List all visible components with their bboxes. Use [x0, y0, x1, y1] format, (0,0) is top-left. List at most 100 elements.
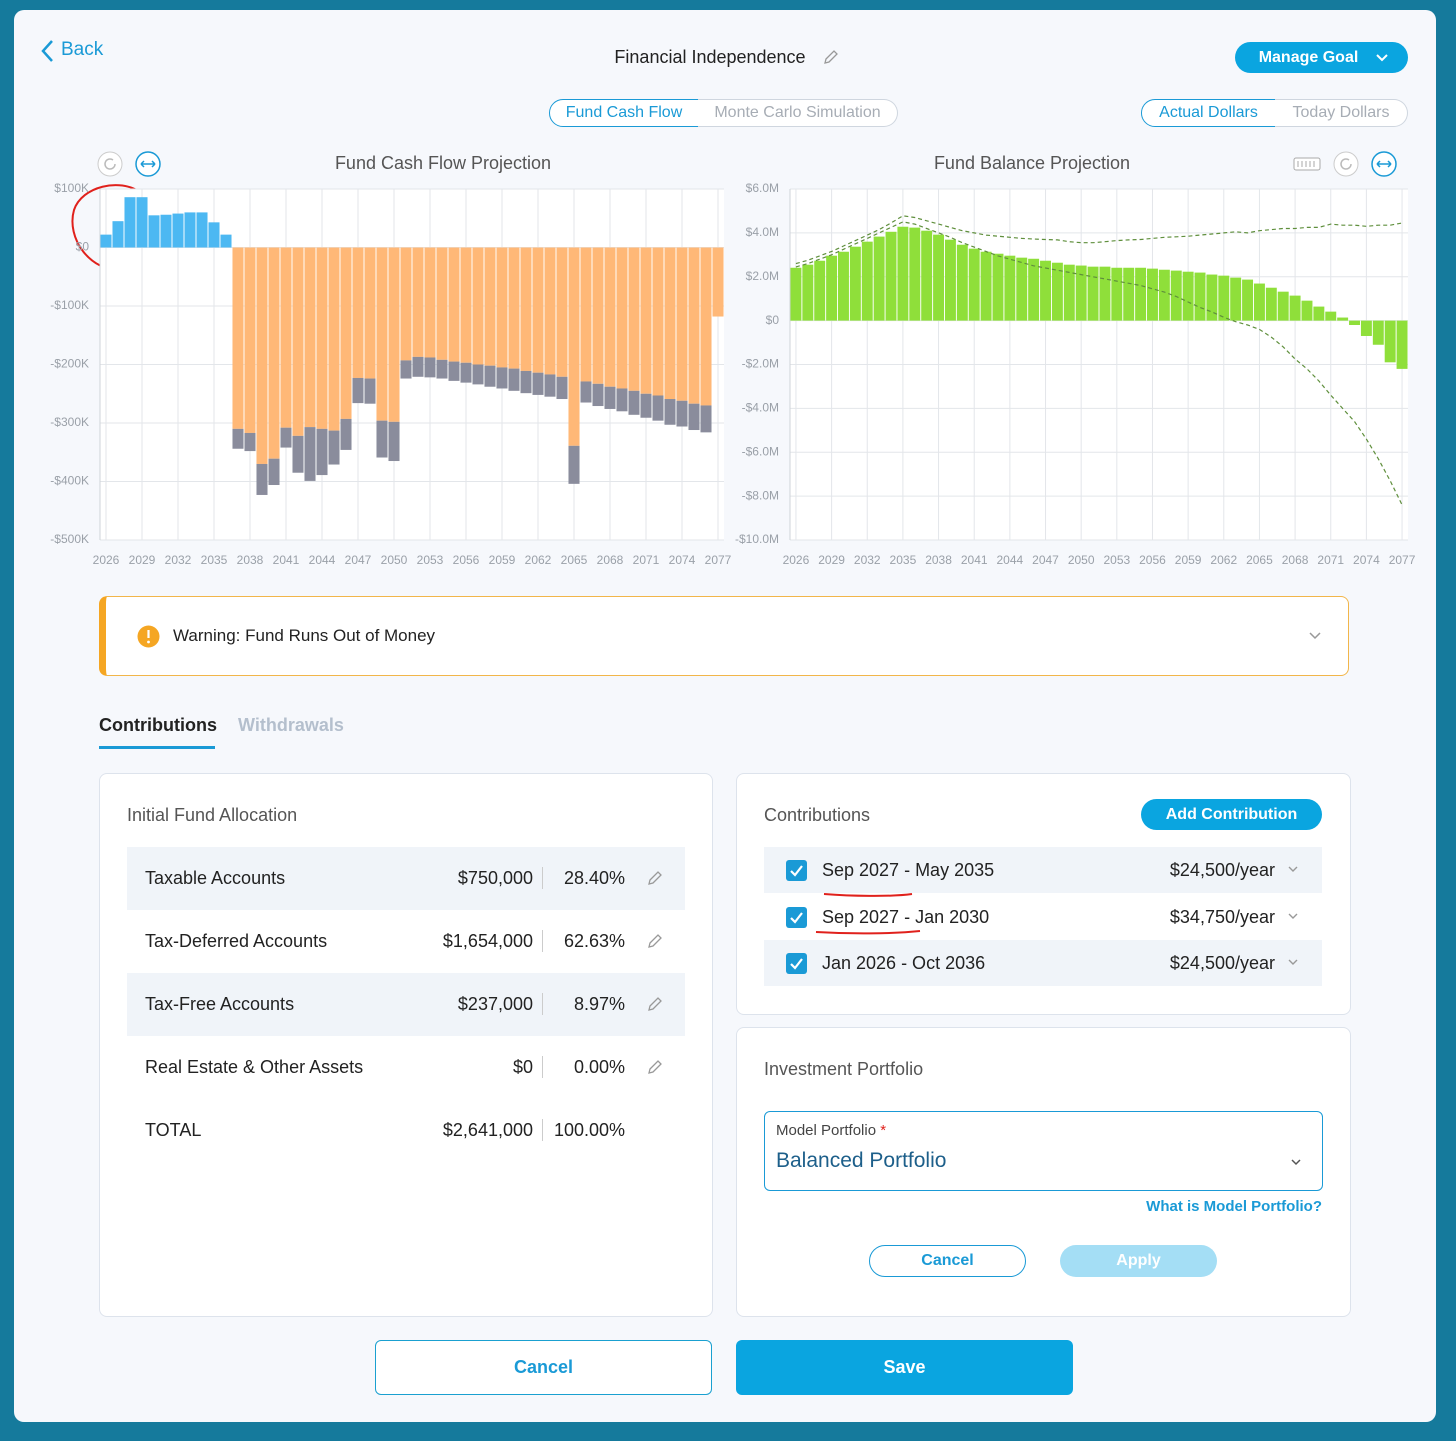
edit-glyph	[648, 934, 662, 948]
chevron[interactable]	[1286, 864, 1300, 876]
bar	[676, 247, 688, 401]
manage-goal-label: Manage Goal	[1258, 49, 1359, 66]
expand-icon[interactable]	[1371, 151, 1397, 177]
contribution-row: Jan 2026 - Oct 2036 $24,500/year	[764, 940, 1322, 987]
bar	[604, 386, 616, 409]
bar	[1016, 257, 1028, 321]
bar	[304, 247, 316, 428]
card-title: Contributions	[764, 805, 871, 825]
bar	[544, 247, 556, 375]
back-icon[interactable]	[38, 38, 58, 64]
contribution-amount: $24,500/year	[1169, 860, 1275, 880]
edit-icon[interactable]	[646, 1058, 664, 1076]
back-link[interactable]: Back	[61, 39, 104, 60]
toggle-monte-carlo[interactable]: Monte Carlo Simulation	[698, 99, 898, 127]
bar	[873, 236, 885, 321]
bar	[1182, 271, 1194, 321]
chevron[interactable]	[1308, 630, 1322, 642]
row-percent: 28.40%	[563, 868, 625, 888]
bar	[652, 247, 664, 396]
legend-icon[interactable]	[1293, 157, 1321, 171]
bar	[1349, 320, 1360, 326]
edit-icon[interactable]	[646, 932, 664, 950]
bar	[220, 234, 232, 248]
x-tick-label: 2071	[1317, 553, 1344, 567]
bar	[921, 230, 933, 321]
checkbox[interactable]	[786, 953, 807, 975]
contribution-amount: $24,500/year	[1169, 953, 1275, 974]
add-contribution-button[interactable]: Add Contribution	[1141, 799, 1322, 830]
allocation-row: Taxable Accounts $750,000 28.40%	[127, 847, 685, 910]
apply-button[interactable]: Apply	[1060, 1245, 1217, 1277]
bar	[1099, 266, 1111, 321]
row-amount: $0	[512, 1057, 533, 1077]
edit-icon[interactable]	[646, 995, 664, 1013]
checkbox[interactable]	[786, 906, 807, 928]
bar	[316, 247, 328, 429]
help-link[interactable]: What is Model Portfolio?	[1146, 1198, 1322, 1215]
edit-icon[interactable]	[646, 869, 664, 887]
manage-goal-button[interactable]: Manage Goal	[1235, 42, 1408, 73]
charts: Fund Cash Flow Projection Fund Balance P…	[50, 151, 1416, 567]
chevron[interactable]	[1286, 957, 1300, 969]
chevron[interactable]	[1286, 911, 1300, 923]
x-tick-label: 2047	[345, 553, 372, 567]
x-tick-label: 2068	[1282, 553, 1309, 567]
checkbox[interactable]	[786, 860, 807, 881]
bar	[992, 253, 1004, 321]
tab-withdrawals[interactable]: Withdrawals	[238, 715, 344, 735]
cancel-button[interactable]: Cancel	[869, 1245, 1026, 1277]
chevron-glyph	[1288, 866, 1298, 872]
warning-banner[interactable]	[99, 596, 1349, 676]
edit-icon[interactable]	[822, 48, 840, 66]
bar	[909, 227, 921, 321]
goal-title-text: Financial Independence	[614, 47, 806, 67]
bar	[1158, 269, 1170, 321]
bar	[640, 247, 652, 394]
y-tick-label: -$8.0M	[742, 488, 779, 502]
bar	[968, 248, 980, 321]
toggle-actual-dollars[interactable]: Actual Dollars	[1141, 99, 1276, 127]
bar	[802, 264, 814, 321]
bar	[496, 367, 508, 389]
bar	[160, 214, 172, 248]
footer-save-button[interactable]: Save	[736, 1340, 1073, 1395]
bar	[1194, 272, 1206, 321]
x-tick-label: 2056	[453, 553, 480, 567]
reset-zoom-icon[interactable]	[97, 151, 123, 177]
toggle-today-dollars[interactable]: Today Dollars	[1275, 99, 1408, 127]
y-tick-label: $0	[766, 313, 780, 327]
bar	[861, 241, 873, 321]
y-tick-label: -$300K	[50, 415, 89, 429]
bar	[980, 251, 992, 321]
y-tick-label: $6.0M	[746, 181, 779, 195]
bar	[400, 360, 412, 379]
bar	[304, 427, 316, 481]
allocation-row: Real Estate & Other Assets $0 0.00%	[127, 1036, 685, 1099]
bar	[1360, 320, 1372, 336]
bar	[849, 246, 861, 321]
bar	[472, 247, 484, 365]
x-tick-label: 2044	[309, 553, 336, 567]
chart-title: Fund Cash Flow Projection	[335, 153, 551, 173]
bar	[316, 428, 328, 476]
bar	[340, 247, 352, 419]
bar	[100, 234, 112, 248]
portfolio-select[interactable]	[764, 1111, 1323, 1191]
select-value: Balanced Portfolio	[776, 1149, 947, 1172]
card-title: Initial Fund Allocation	[127, 805, 298, 825]
row-label: Taxable Accounts	[145, 868, 286, 888]
bar	[580, 247, 592, 382]
allocation-row: Tax-Deferred Accounts $1,654,000 62.63%	[127, 910, 685, 973]
hand-drawn-underlines	[815, 893, 921, 935]
bar	[532, 247, 544, 373]
x-tick-label: 2074	[669, 553, 696, 567]
footer-cancel-button[interactable]: Cancel	[375, 1340, 712, 1395]
divider	[542, 1056, 543, 1078]
bar	[885, 231, 897, 321]
tab-contributions[interactable]: Contributions	[99, 715, 217, 735]
reset-zoom-icon[interactable]	[1333, 151, 1359, 177]
expand-icon[interactable]	[135, 151, 161, 177]
x-tick-label: 2053	[1103, 553, 1130, 567]
bar	[352, 247, 364, 378]
